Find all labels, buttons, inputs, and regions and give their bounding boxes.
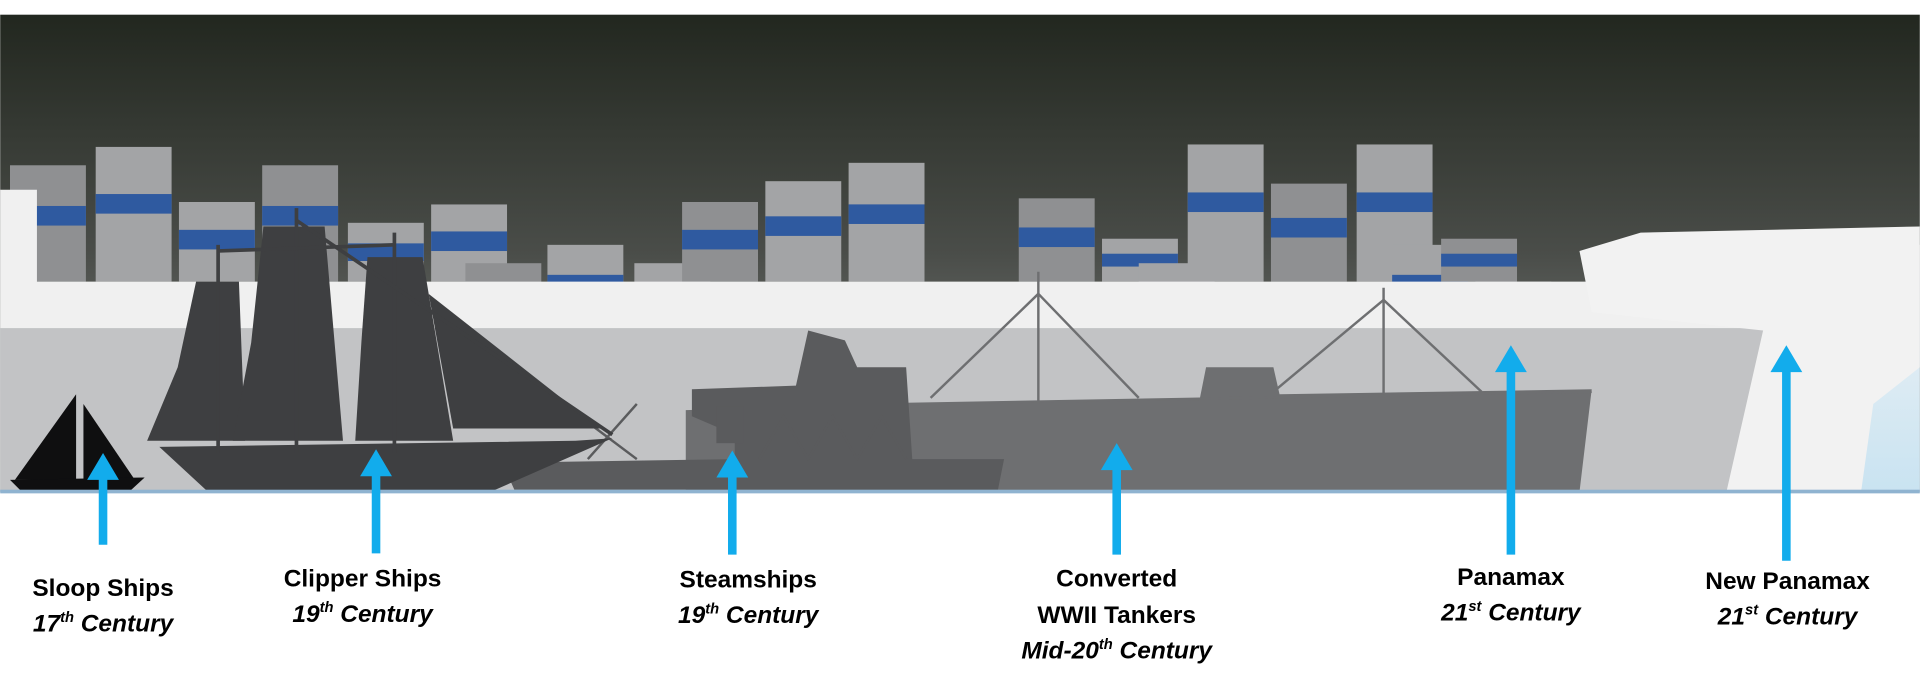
era-suffix: th [705, 601, 719, 617]
ship-era: 19th Century [292, 600, 434, 628]
era-suffix: st [1468, 599, 1482, 615]
arrow [87, 452, 119, 545]
arrow-head [360, 449, 392, 477]
ship-era: 17th Century [33, 610, 175, 638]
ship-name: Steamships [680, 567, 817, 594]
container-band [682, 229, 759, 250]
steamship [502, 330, 1005, 490]
era-suffix: th [320, 600, 334, 616]
era-suffix: st [1745, 603, 1759, 619]
ship-era: 19th Century [678, 601, 820, 629]
clipper-ship [147, 208, 614, 493]
ship-name: Converted [1056, 565, 1177, 592]
era-number: Mid-20 [1021, 638, 1099, 665]
era-text: Century [1481, 600, 1582, 627]
container-band [1356, 192, 1433, 213]
era-number: 17 [33, 611, 62, 638]
ship-era: 21st Century [1717, 603, 1859, 631]
arrow-head [1770, 345, 1803, 373]
era-text: Century [74, 611, 175, 638]
ship-era: 21st Century [1440, 599, 1582, 627]
container-band [848, 204, 925, 224]
container-band [1270, 217, 1347, 238]
era-number: 19 [292, 601, 320, 628]
ship-name: New Panamax [1705, 568, 1870, 595]
water-line [0, 489, 1920, 494]
era-text: Century [1758, 603, 1859, 630]
ship-name: Panamax [1457, 564, 1565, 591]
container-band [347, 243, 424, 262]
ship-name: Clipper Ships [284, 565, 442, 592]
ship-name: WWII Tankers [1037, 602, 1196, 629]
era-number: 21 [1717, 603, 1745, 630]
era-number: 19 [678, 602, 706, 629]
era-suffix: th [60, 610, 74, 626]
era-text: Century [719, 602, 820, 629]
arrow [716, 450, 749, 555]
arrow [1494, 345, 1527, 555]
container-band [1441, 253, 1518, 267]
container [95, 146, 172, 282]
container-band [95, 194, 172, 214]
ship-era: Mid-20th Century [1021, 637, 1213, 665]
container-band [1018, 227, 1095, 248]
container-band [262, 205, 339, 226]
container-band [178, 229, 255, 250]
era-text: Century [333, 601, 434, 628]
container-band [1187, 192, 1264, 213]
container-band [765, 216, 842, 236]
arrow-head [716, 450, 749, 478]
era-suffix: th [1099, 637, 1113, 653]
ship-name: Sloop Ships [32, 575, 173, 602]
arrow [1770, 345, 1803, 561]
new-panamax-ship [1579, 226, 1920, 493]
container [1187, 144, 1264, 282]
era-number: 21 [1440, 600, 1468, 627]
arrow-head [1494, 345, 1527, 373]
container-band [431, 231, 508, 252]
arrow-head [87, 452, 119, 480]
arrow [360, 449, 392, 554]
arrow [1100, 443, 1133, 555]
era-text: Century [1113, 638, 1214, 665]
arrow-head [1100, 443, 1133, 471]
